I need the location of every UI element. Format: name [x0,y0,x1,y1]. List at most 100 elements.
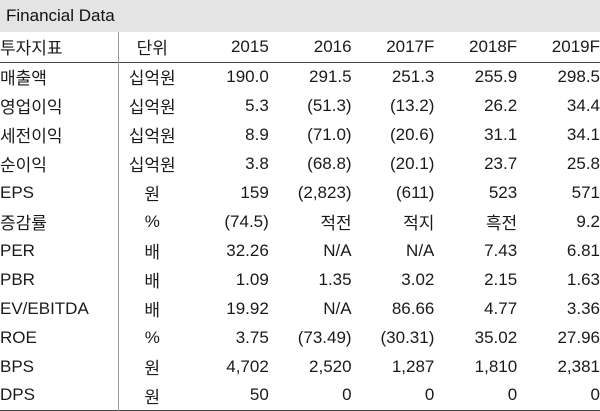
table-row: PER 배 32.26 N/A N/A 7.43 6.81 [0,236,600,265]
row-label: PBR [0,265,119,294]
row-value: 190.0 [226,66,269,86]
header-label: 투자지표 [0,32,119,62]
row-unit: % [144,327,160,347]
row-value: 50 [249,385,269,405]
row-value: (20.1) [389,153,435,173]
row-label: DPS [0,381,119,410]
row-value: 흑전 [485,214,518,233]
row-value: 2,520 [309,356,352,376]
row-value: 26.2 [484,95,518,115]
table-row: 매출액 십억원 190.0 291.5 251.3 255.9 298.5 [0,62,600,91]
row-value: N/A [323,240,352,260]
row-unit: 배 [144,272,161,291]
row-value: 19.92 [226,298,269,318]
header-year: 2018F [468,36,518,56]
table-row: ROE% 3.75 (73.49) (30.31) 35.02 27.96 [0,323,600,352]
table-row: EV/EBITDA 배 19.92 N/A 86.66 4.77 3.36 [0,294,600,323]
row-value: 27.96 [557,327,600,347]
row-unit: 배 [144,301,161,320]
row-value: 0 [507,385,518,405]
table-row: 증감률% (74.5) 적전 적지 흑전 9.2 [0,207,600,236]
row-unit: % [144,211,160,231]
row-value: 3.36 [566,298,600,318]
row-value: 5.3 [245,95,269,115]
row-value: 0 [424,385,435,405]
row-value: 4,702 [226,356,269,376]
row-value: 571 [571,182,600,202]
row-value: 159 [240,182,269,202]
table-header-row: 투자지표 단위 2015 2016 2017F 2018F 2019F [0,32,600,62]
row-value: 1.63 [566,269,600,289]
row-value: 4.77 [484,298,518,318]
table-row: PBR 배 1.09 1.35 3.02 2.15 1.63 [0,265,600,294]
row-label: 증감률 [0,207,119,236]
row-unit: 십억원 [128,127,176,146]
row-value: (611) [395,182,435,202]
row-value: 32.26 [226,240,269,260]
row-value: (68.8) [307,153,352,173]
row-unit: 십억원 [128,98,176,117]
row-value: 1.35 [318,269,352,289]
row-value: 3.8 [245,153,269,173]
header-unit: 단위 [136,39,168,59]
row-label: PER [0,236,119,265]
row-value: 1,810 [474,356,518,376]
row-value: 0 [342,385,352,405]
row-value: 2.15 [484,269,518,289]
row-unit: 원 [144,185,161,204]
row-value: (71.0) [307,124,352,144]
row-value: 35.02 [474,327,518,347]
row-value: (74.5) [224,211,269,231]
row-value: 31.1 [484,124,518,144]
row-unit: 십억원 [128,156,176,175]
row-value: (13.2) [389,95,435,115]
row-value: 34.4 [566,95,600,115]
row-label: 세전이익 [0,120,119,149]
header-year: 2019F [551,36,600,56]
row-unit: 배 [144,243,161,262]
row-value: (20.6) [389,124,435,144]
row-unit: 십억원 [128,69,176,89]
row-value: 34.1 [566,124,600,144]
row-value: 291.5 [309,66,352,86]
table-row: DPS 원 50 0 0 0 0 [0,381,600,410]
row-value: (30.31) [380,327,435,347]
row-value: 25.8 [566,153,600,173]
row-label: BPS [0,352,119,381]
row-value: 적지 [403,214,435,233]
panel-title: Financial Data [0,0,600,32]
header-year: 2015 [230,36,269,56]
row-value: 86.66 [391,298,435,318]
row-value: (2,823) [297,182,352,202]
row-unit: 원 [144,359,161,378]
row-value: 0 [590,385,600,405]
row-value: 7.43 [484,240,518,260]
row-value: 9.2 [576,211,600,231]
header-year: 2017F [386,36,435,56]
row-value: 523 [488,182,518,202]
row-label: 매출액 [0,62,119,91]
row-value: 251.3 [391,66,435,86]
table-row: 순이익 십억원 3.8 (68.8) (20.1) 23.7 25.8 [0,149,600,178]
row-value: 298.5 [557,66,600,86]
row-label: 영업이익 [0,91,119,120]
table-row: 영업이익 십억원 5.3 (51.3) (13.2) 26.2 34.4 [0,91,600,120]
row-value: 8.9 [245,124,269,144]
row-value: 적전 [320,214,352,233]
row-value: N/A [406,240,435,260]
row-value: (51.3) [307,95,352,115]
header-year: 2016 [313,36,352,56]
row-label: 순이익 [0,149,119,178]
row-value: 1,287 [391,356,435,376]
table-row: EPS 원 159 (2,823) (611) 523 571 [0,178,600,207]
row-value: 1.09 [235,269,269,289]
row-value: 3.75 [235,327,269,347]
row-label: EV/EBITDA [0,294,119,323]
row-value: 2,381 [557,356,600,376]
table-row: 세전이익 십억원 8.9 (71.0) (20.6) 31.1 34.1 [0,120,600,149]
row-value: 255.9 [474,66,518,86]
row-value: 23.7 [484,153,518,173]
row-value: 6.81 [566,240,600,260]
